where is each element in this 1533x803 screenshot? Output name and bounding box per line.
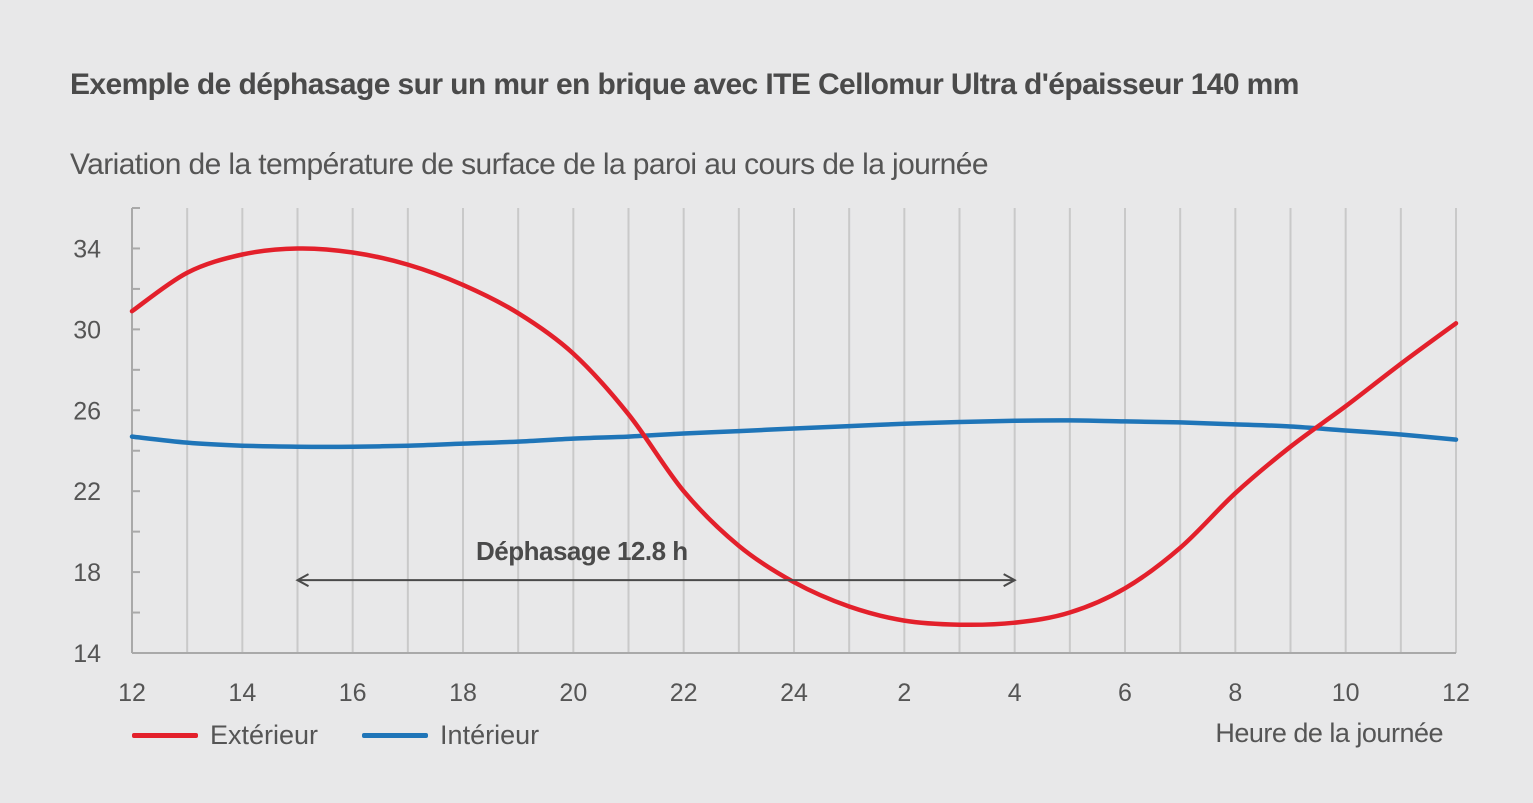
legend-swatch-exterieur [132, 733, 198, 738]
chart-title: Exemple de déphasage sur un mur en briqu… [70, 68, 1299, 101]
x-tick-label: 4 [1008, 679, 1022, 707]
y-tick-label: 22 [73, 478, 101, 506]
legend-label-interieur: Intérieur [440, 720, 540, 750]
phase-shift-label: Déphasage 12.8 h [476, 536, 688, 566]
x-tick-label: 6 [1118, 679, 1132, 707]
legend-label-exterieur: Extérieur [210, 720, 319, 750]
x-tick-label: 12 [1442, 679, 1470, 707]
x-tick-label: 16 [339, 679, 367, 707]
x-tick-label: 18 [449, 679, 477, 707]
axes [131, 207, 1456, 654]
y-tick-label: 14 [73, 640, 101, 668]
x-tick-label: 22 [670, 679, 698, 707]
legend-item-interieur: Intérieur [362, 720, 539, 751]
series-line-interieur [129, 418, 1459, 450]
x-tick-label: 8 [1228, 679, 1242, 707]
chart-subtitle: Variation de la température de surface d… [70, 148, 989, 181]
y-tick-label: 26 [73, 397, 101, 425]
y-tick-label: 18 [73, 559, 101, 587]
legend: Extérieur Intérieur [132, 720, 583, 751]
vertical-gridlines [186, 208, 1457, 653]
x-tick-label: 12 [118, 679, 146, 707]
x-tick-label: 24 [780, 679, 808, 707]
x-tick-label: 10 [1332, 679, 1360, 707]
x-tick-label: 14 [228, 679, 256, 707]
phase-shift-annotation: Déphasage 12.8 h [298, 536, 1015, 580]
legend-item-exterieur: Extérieur [132, 720, 318, 751]
x-tick-label: 2 [897, 679, 911, 707]
x-tick-label: 20 [559, 679, 587, 707]
x-axis-label: Heure de la journée [1215, 718, 1443, 748]
y-tick-label: 30 [73, 316, 101, 344]
legend-swatch-interieur [362, 733, 429, 738]
y-tick-label: 34 [73, 235, 101, 263]
